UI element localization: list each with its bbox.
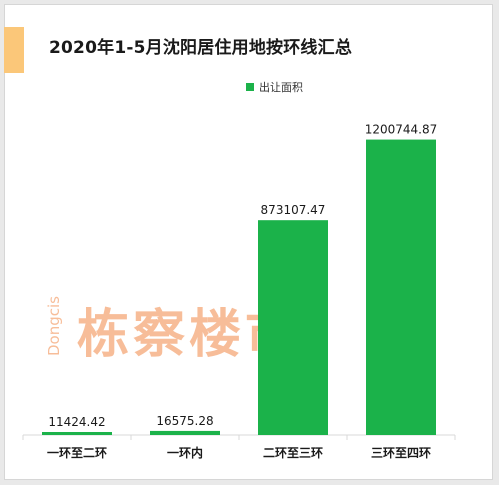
data-label: 1200744.87 bbox=[365, 123, 438, 137]
bar bbox=[366, 139, 436, 435]
chart-title: 2020年1-5月沈阳居住用地按环线汇总 bbox=[49, 38, 353, 58]
x-tick-label: 一环至二环 bbox=[47, 446, 107, 460]
legend-label: 出让面积 bbox=[259, 81, 303, 94]
legend-swatch bbox=[246, 83, 254, 91]
x-tick-label: 一环内 bbox=[167, 445, 203, 460]
bar bbox=[258, 220, 328, 435]
bar bbox=[42, 432, 112, 435]
x-tick-label: 三环至四环 bbox=[371, 446, 431, 460]
legend: 出让面积 bbox=[246, 79, 303, 95]
data-label: 11424.42 bbox=[48, 415, 105, 429]
data-label: 16575.28 bbox=[156, 414, 213, 428]
data-label: 873107.47 bbox=[261, 203, 326, 217]
x-tick-label: 二环至三环 bbox=[263, 446, 323, 460]
bar bbox=[150, 430, 220, 435]
title-accent-bar bbox=[4, 27, 24, 73]
